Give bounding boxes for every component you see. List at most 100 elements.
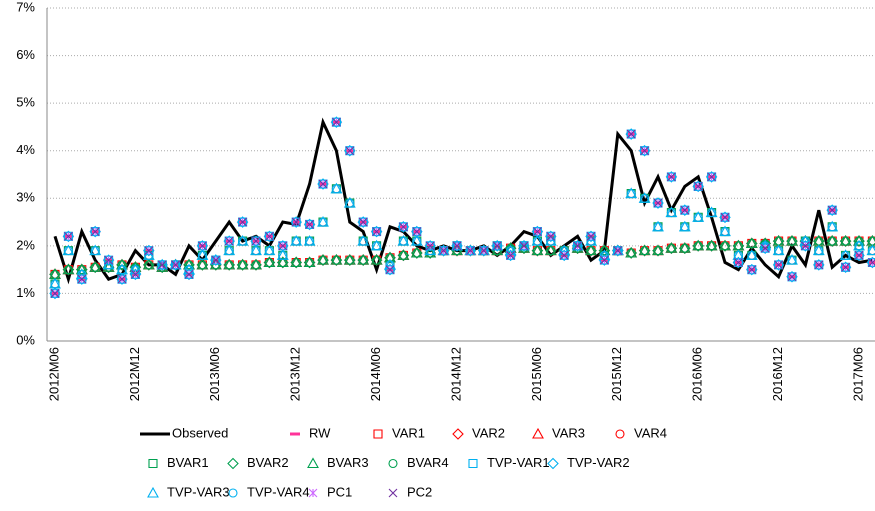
marker [330,116,343,128]
marker [305,236,315,246]
marker [358,236,368,246]
marker [586,231,596,241]
marker [50,269,60,279]
marker [492,241,502,251]
marker [345,198,355,208]
marker [720,241,730,251]
marker [665,171,678,183]
legend-item: VAR2 [452,425,505,440]
legend-item: BVAR3 [307,455,369,470]
marker [747,250,757,260]
marker [667,172,676,182]
marker [786,271,798,283]
marker [385,253,395,263]
marker [452,241,462,251]
marker [278,241,288,251]
marker [90,227,100,236]
legend-label: BVAR2 [247,455,289,470]
marker [291,236,301,246]
marker [291,217,301,227]
marker [372,255,382,265]
legend-swatch [532,427,544,439]
marker [638,144,651,157]
legend-label: BVAR3 [327,455,369,470]
marker [357,216,369,228]
x-tick-label: 2015M06 [529,347,544,401]
marker [63,246,73,256]
marker [559,250,569,260]
observed-line [53,117,873,285]
legend-item: TVP-VAR1 [468,455,550,470]
marker [653,246,663,256]
x-tick-label: 2012M12 [127,347,142,401]
marker [397,221,410,233]
marker [265,231,274,241]
marker [666,243,676,253]
marker [841,262,850,272]
marker [626,188,636,199]
x-tick-label: 2014M06 [368,347,383,401]
marker [317,178,329,190]
marker [238,260,248,270]
marker [278,250,288,260]
legend-item: VAR3 [532,425,585,440]
marker [331,184,341,194]
marker [546,246,556,256]
legend-item: RW [290,425,331,440]
marker [853,249,865,262]
legend-label: BVAR4 [407,455,449,470]
marker [224,246,234,256]
marker [826,204,838,216]
marker [854,250,864,260]
marker [720,212,730,222]
marker [102,254,115,266]
legend-item: TVP-VAR2 [547,455,630,470]
legend-item: VAR1 [373,425,425,440]
marker [772,259,785,271]
marker [867,246,875,256]
marker [171,260,180,270]
marker [506,250,515,260]
marker [705,171,718,183]
marker [305,257,315,268]
legend-item: TVP-VAR4 [228,484,310,499]
marker [117,274,127,284]
marker [707,241,717,251]
marker [399,222,408,232]
marker [653,198,663,208]
marker [787,272,797,282]
marker [251,246,261,256]
marker [774,260,783,270]
y-tick-label: 5% [16,95,35,110]
marker [666,208,676,218]
marker [680,243,690,253]
marker [291,257,301,268]
marker [251,260,261,270]
marker [787,255,797,265]
legend-item: PC2 [388,484,432,499]
marker [827,222,837,232]
legend-label: PC1 [327,484,352,499]
marker [640,246,650,256]
legend-label: VAR4 [634,425,667,440]
legend-swatch [147,486,159,498]
marker [813,259,825,271]
marker [184,270,194,279]
legend-swatch [615,429,625,439]
legend-item: BVAR2 [227,455,289,470]
marker [224,236,234,246]
marker [290,216,302,228]
legend-item: BVAR1 [148,455,209,470]
marker [197,260,207,270]
marker [385,265,395,275]
marker [625,128,637,140]
marker [546,231,556,241]
marker [63,265,73,275]
marker [116,273,128,285]
marker [533,227,542,236]
marker [733,241,743,251]
marker [49,287,61,300]
marker [62,230,75,243]
legend-swatch [307,457,319,469]
marker [398,250,408,260]
